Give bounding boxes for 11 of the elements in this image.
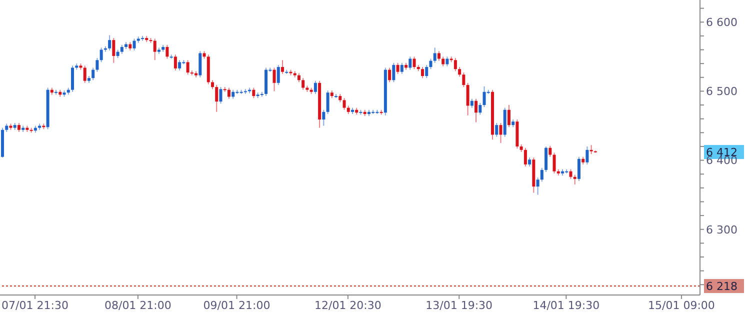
- x-tick-label: 14/01 19:30: [532, 298, 600, 312]
- x-tick-label: 07/01 21:30: [2, 298, 68, 312]
- x-tick-label: 13/01 19:30: [426, 298, 493, 312]
- x-tick-label: 08/01 21:00: [104, 298, 172, 312]
- x-tick-label: 09/01 21:00: [203, 298, 270, 312]
- y-tick-label: 6 500: [706, 85, 738, 98]
- ref-line-label: 6 218: [706, 280, 738, 294]
- x-tick-label: 15/01 09:00: [648, 298, 715, 312]
- y-tick-label: 6 600: [706, 16, 738, 30]
- x-tick-label: 12/01 20:30: [314, 298, 382, 312]
- y-tick-label: 6 300: [706, 223, 738, 236]
